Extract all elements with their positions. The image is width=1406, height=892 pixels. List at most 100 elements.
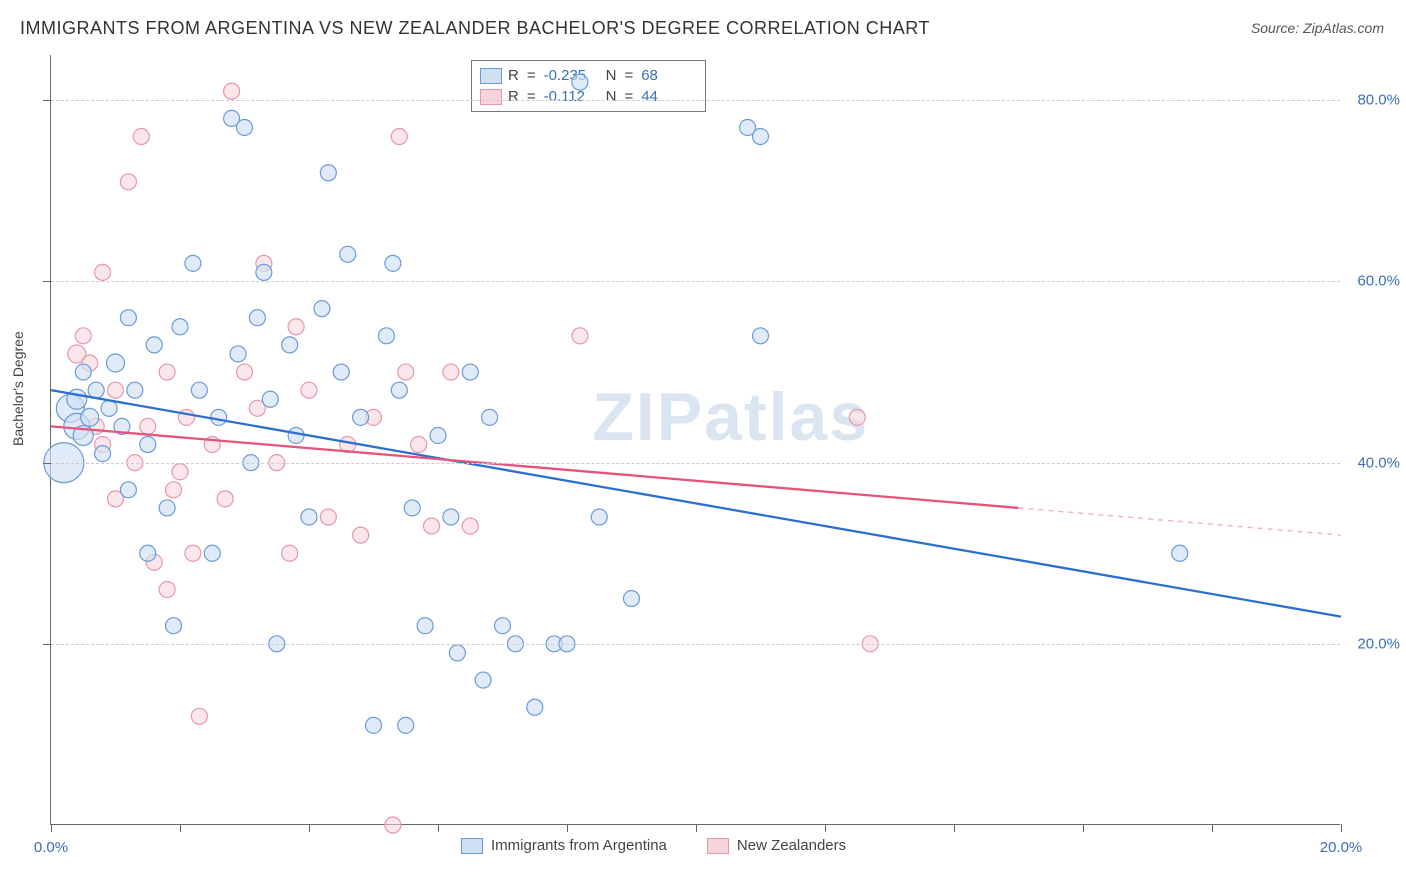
x-tick: [1341, 824, 1342, 832]
x-tick-label: 20.0%: [1320, 839, 1363, 856]
data-point-argentina: [404, 500, 420, 516]
data-point-argentina: [140, 545, 156, 561]
y-tick: [43, 100, 51, 101]
legend-label-argentina: Immigrants from Argentina: [491, 837, 667, 854]
data-point-newzealand: [224, 83, 240, 99]
data-point-argentina: [333, 364, 349, 380]
data-point-newzealand: [95, 264, 111, 280]
data-point-argentina: [320, 165, 336, 181]
data-point-newzealand: [288, 319, 304, 335]
data-point-argentina: [443, 509, 459, 525]
x-tick: [438, 824, 439, 832]
data-point-argentina: [572, 74, 588, 90]
x-tick: [1212, 824, 1213, 832]
data-point-newzealand: [185, 545, 201, 561]
data-point-argentina: [282, 337, 298, 353]
x-tick: [309, 824, 310, 832]
data-point-newzealand: [108, 382, 124, 398]
plot-area: ZIPatlas R = -0.235 N = 68 R = -0.112 N …: [50, 55, 1340, 825]
data-point-argentina: [262, 391, 278, 407]
y-tick-label: 40.0%: [1357, 454, 1400, 471]
data-point-newzealand: [301, 382, 317, 398]
data-point-newzealand: [443, 364, 459, 380]
source-attribution: Source: ZipAtlas.com: [1251, 20, 1384, 36]
x-tick: [696, 824, 697, 832]
data-point-argentina: [391, 382, 407, 398]
data-point-argentina: [417, 618, 433, 634]
data-point-argentina: [101, 400, 117, 416]
data-point-argentina: [166, 618, 182, 634]
data-point-argentina: [340, 246, 356, 262]
data-point-argentina: [146, 337, 162, 353]
swatch-newzealand: [707, 838, 729, 854]
x-tick: [1083, 824, 1084, 832]
data-point-argentina: [527, 699, 543, 715]
data-point-argentina: [495, 618, 511, 634]
legend-item-newzealand: New Zealanders: [707, 837, 846, 854]
data-point-newzealand: [178, 409, 194, 425]
data-point-argentina: [67, 389, 87, 409]
y-tick: [43, 463, 51, 464]
chart-container: IMMIGRANTS FROM ARGENTINA VS NEW ZEALAND…: [0, 0, 1406, 892]
swatch-argentina: [461, 838, 483, 854]
y-tick: [43, 281, 51, 282]
data-point-argentina: [107, 354, 125, 372]
data-point-newzealand: [172, 464, 188, 480]
data-point-argentina: [430, 427, 446, 443]
data-point-newzealand: [217, 491, 233, 507]
data-point-newzealand: [353, 527, 369, 543]
data-point-newzealand: [385, 817, 401, 833]
x-tick: [954, 824, 955, 832]
data-point-argentina: [211, 409, 227, 425]
x-tick: [567, 824, 568, 832]
data-point-argentina: [204, 545, 220, 561]
data-point-newzealand: [320, 509, 336, 525]
data-point-newzealand: [282, 545, 298, 561]
data-point-argentina: [120, 310, 136, 326]
data-point-argentina: [462, 364, 478, 380]
data-point-newzealand: [166, 482, 182, 498]
gridline: [51, 463, 1340, 464]
trendline-extrapolated-newzealand: [1019, 508, 1342, 535]
data-point-argentina: [753, 328, 769, 344]
data-point-newzealand: [159, 364, 175, 380]
data-point-argentina: [301, 509, 317, 525]
data-point-argentina: [159, 500, 175, 516]
data-point-argentina: [230, 346, 246, 362]
data-point-newzealand: [159, 581, 175, 597]
y-tick-label: 60.0%: [1357, 273, 1400, 290]
data-point-argentina: [75, 364, 91, 380]
data-point-argentina: [482, 409, 498, 425]
y-tick: [43, 644, 51, 645]
data-point-argentina: [288, 427, 304, 443]
trendline-argentina: [51, 390, 1341, 616]
data-point-newzealand: [120, 174, 136, 190]
data-point-argentina: [237, 119, 253, 135]
data-point-argentina: [378, 328, 394, 344]
data-point-newzealand: [411, 437, 427, 453]
data-point-argentina: [475, 672, 491, 688]
x-tick-label: 0.0%: [34, 839, 68, 856]
data-point-argentina: [314, 301, 330, 317]
data-point-argentina: [366, 717, 382, 733]
data-point-newzealand: [849, 409, 865, 425]
data-point-newzealand: [133, 129, 149, 145]
data-point-argentina: [191, 382, 207, 398]
data-point-newzealand: [191, 708, 207, 724]
gridline: [51, 281, 1340, 282]
data-point-newzealand: [462, 518, 478, 534]
data-point-newzealand: [237, 364, 253, 380]
data-point-argentina: [624, 591, 640, 607]
legend-item-argentina: Immigrants from Argentina: [461, 837, 667, 854]
data-point-argentina: [249, 310, 265, 326]
data-point-argentina: [88, 382, 104, 398]
data-point-argentina: [256, 264, 272, 280]
data-point-argentina: [398, 717, 414, 733]
data-point-argentina: [385, 255, 401, 271]
data-point-argentina: [140, 437, 156, 453]
y-axis-title: Bachelor's Degree: [10, 331, 26, 446]
data-point-argentina: [127, 382, 143, 398]
data-point-argentina: [449, 645, 465, 661]
x-tick: [180, 824, 181, 832]
legend-label-newzealand: New Zealanders: [737, 837, 846, 854]
